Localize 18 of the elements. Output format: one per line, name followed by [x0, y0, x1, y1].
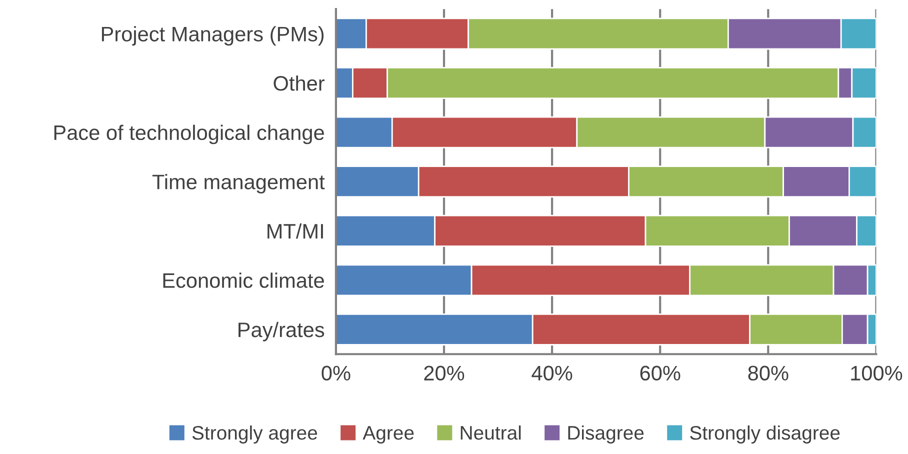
y-tick-label: Time management — [152, 174, 325, 194]
y-tick-label: MT/MI — [268, 223, 323, 239]
legend-label: Strongly disagree — [690, 425, 840, 444]
x-tick-label: 60% — [640, 366, 680, 381]
legend-label: Disagree — [568, 425, 644, 444]
x-tick-label: 0% — [322, 366, 350, 381]
y-tick-label: Pay/rates — [238, 322, 324, 342]
x-tick-label: 40% — [532, 366, 572, 381]
y-tick-label: Other — [274, 75, 325, 91]
y-tick-label: Economic climate — [163, 272, 324, 288]
legend-label: Agree — [362, 426, 414, 444]
x-tick-label: 80% — [748, 366, 788, 381]
legend-label: Strongly agree — [192, 425, 318, 444]
x-tick-label: 100% — [851, 366, 902, 381]
y-tick-label: Project Managers (PMs) — [102, 26, 324, 46]
x-tick-label: 20% — [424, 366, 464, 381]
y-tick-label: Pace of technological change — [54, 124, 324, 144]
legend-label: Neutral — [460, 425, 521, 440]
